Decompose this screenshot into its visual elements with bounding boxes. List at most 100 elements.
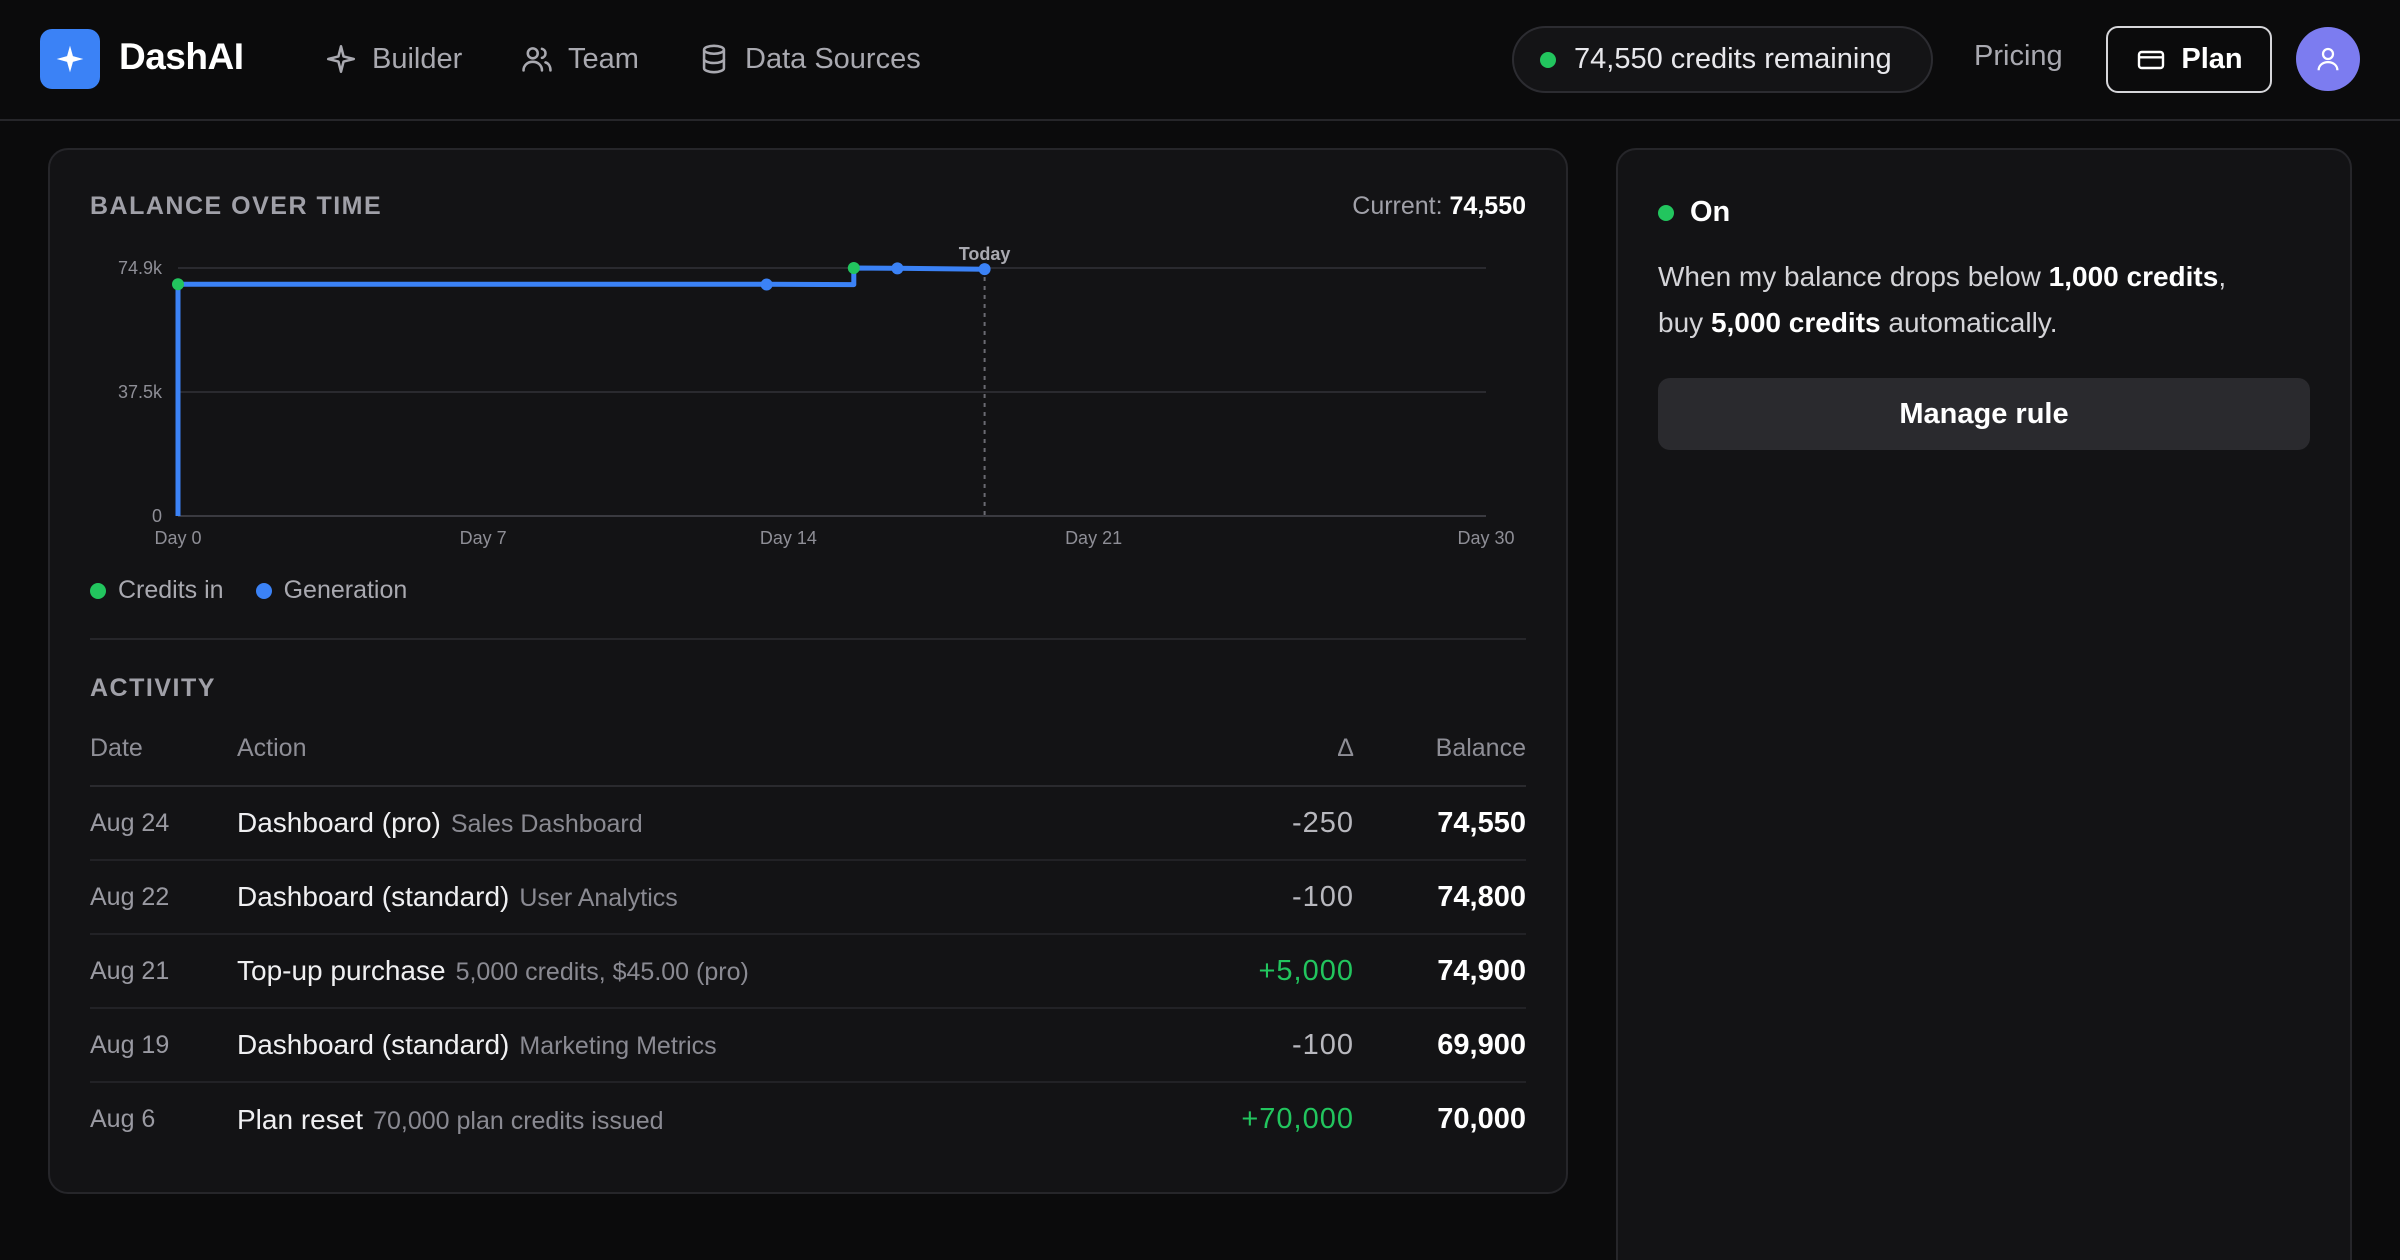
column-header-balance: Balance — [1354, 734, 1526, 787]
activity-table: Date Action Δ Balance Aug 24 Dashboard (p… — [90, 734, 1526, 1156]
current-balance: Current: 74,550 — [1352, 192, 1526, 221]
nav-builder[interactable]: Builder — [324, 36, 462, 82]
credit-card-icon — [2138, 50, 2165, 69]
activity-date: Aug 24 — [90, 786, 237, 861]
activity-row[interactable]: Aug 24 Dashboard (pro) Sales Dashboard -250… — [90, 786, 1526, 861]
rule-threshold: 1,000 credits — [2048, 261, 2219, 292]
activity-action: Plan reset — [237, 1103, 364, 1135]
nav-data-sources-label: Data Sources — [745, 42, 921, 75]
activity-action-cell: Top-up purchase 5,000 credits, $45.00 (pr… — [237, 934, 1153, 1009]
generation-marker — [760, 278, 773, 291]
x-tick-label: Day 21 — [1065, 528, 1122, 548]
today-label: Today — [959, 244, 1011, 264]
nav-team[interactable]: Team — [520, 36, 639, 82]
activity-balance: 74,800 — [1354, 860, 1526, 935]
activity-section-title: ACTIVITY — [90, 674, 216, 702]
pricing-link[interactable]: Pricing — [1974, 40, 2063, 72]
activity-table-header: Date Action Δ Balance — [90, 734, 1526, 787]
activity-balance: 74,900 — [1354, 934, 1526, 1009]
current-balance-label: Current: — [1352, 192, 1443, 220]
nav-data-sources[interactable]: Data Sources — [697, 36, 921, 82]
activity-row[interactable]: Aug 21 Top-up purchase 5,000 credits, $45.… — [90, 934, 1526, 1009]
rule-status-dot — [1658, 204, 1674, 221]
rule-text-part: buy — [1658, 307, 1711, 338]
legend-item-generation: Generation — [255, 576, 408, 605]
activity-delta: +5,000 — [1152, 934, 1354, 1009]
credits-in-marker — [847, 262, 860, 274]
column-header-action: Action — [237, 734, 1153, 787]
manage-rule-button[interactable]: Manage rule — [1658, 378, 2310, 450]
y-tick-label: 0 — [152, 506, 162, 526]
activity-balance: 69,900 — [1354, 1008, 1526, 1083]
chart-legend: Credits in Generation — [90, 576, 407, 605]
x-tick-label: Day 7 — [460, 528, 507, 548]
top-navigation-bar: DashAI Builder Team Data Sources 74,550 … — [0, 0, 2400, 121]
y-tick-label: 74.9k — [118, 258, 163, 278]
activity-delta: -250 — [1152, 786, 1354, 861]
balance-section-title: BALANCE OVER TIME — [90, 192, 383, 220]
section-divider — [90, 638, 1526, 640]
activity-action: Dashboard (standard) — [237, 1029, 510, 1060]
rule-text-part: , — [2218, 261, 2227, 292]
users-icon — [522, 47, 552, 72]
rule-text-part: When my balance drops below — [1658, 261, 2049, 292]
activity-detail: 70,000 plan credits issued — [373, 1106, 664, 1135]
user-icon — [2317, 47, 2339, 71]
activity-action-cell: Dashboard (standard) Marketing Metrics — [237, 1008, 1153, 1083]
generation-marker — [891, 262, 904, 275]
activity-action: Dashboard (standard) — [237, 881, 510, 912]
database-icon — [702, 44, 726, 74]
credits-remaining-text: 74,550 credits remaining — [1574, 43, 1892, 75]
nav-team-label: Team — [568, 42, 639, 75]
activity-detail: 5,000 credits, $45.00 (pro) — [455, 958, 749, 986]
activity-action-cell: Plan reset 70,000 plan credits issued — [237, 1082, 1153, 1156]
rule-amount: 5,000 credits — [1710, 307, 1881, 338]
activity-delta: -100 — [1152, 860, 1354, 935]
logo-icon[interactable] — [40, 29, 100, 89]
activity-detail: Marketing Metrics — [519, 1032, 717, 1060]
activity-action-cell: Dashboard (standard) User Analytics — [237, 860, 1153, 935]
x-tick-label: Day 0 — [154, 528, 201, 548]
nav-builder-label: Builder — [372, 42, 463, 75]
activity-balance: 70,000 — [1437, 1103, 1526, 1135]
legend-swatch-generation — [255, 582, 272, 599]
rule-text-part: automatically. — [1880, 307, 2058, 338]
rule-description: When my balance drops below 1,000 credit… — [1658, 254, 2318, 346]
status-dot — [1540, 51, 1556, 68]
x-tick-label: Day 30 — [1457, 528, 1514, 548]
activity-date: Aug 22 — [90, 860, 237, 935]
y-tick-label: 37.5k — [118, 382, 163, 402]
activity-action: Top-up purchase — [237, 955, 446, 986]
balance-card: BALANCE OVER TIME Current: 74,550 74.9k 3… — [48, 148, 1568, 1194]
brand-name[interactable]: DashAI — [119, 36, 244, 77]
legend-item-credits-in: Credits in — [90, 576, 224, 605]
sparkle-icon — [326, 44, 356, 74]
activity-date: Aug 21 — [90, 934, 237, 1009]
activity-row[interactable]: Aug 19 Dashboard (standard) Marketing Metr… — [90, 1008, 1526, 1083]
auto-topup-card: On When my balance drops below 1,000 cre… — [1616, 148, 2352, 1260]
user-avatar[interactable] — [2296, 27, 2360, 91]
activity-row[interactable]: Aug 6 Plan reset 70,000 plan credits issue… — [90, 1082, 1526, 1156]
rule-status: On — [1658, 196, 1730, 229]
activity-detail: Sales Dashboard — [450, 810, 643, 838]
plan-button[interactable]: Plan — [2106, 26, 2272, 93]
generation-marker — [978, 263, 991, 276]
credits-remaining-pill[interactable]: 74,550 credits remaining — [1512, 26, 1933, 93]
activity-detail: User Analytics — [519, 884, 678, 912]
legend-label-generation: Generation — [283, 576, 408, 604]
legend-swatch-credits-in — [90, 582, 106, 599]
activity-action-cell: Dashboard (pro) Sales Dashboard — [237, 786, 1153, 861]
activity-action: Dashboard (pro) — [237, 807, 441, 838]
rule-status-label: On — [1690, 196, 1731, 228]
activity-delta: +70,000 — [1241, 1103, 1354, 1135]
activity-date: Aug 6 — [90, 1105, 156, 1133]
x-tick-label: Day 14 — [760, 528, 817, 548]
column-header-delta: Δ — [1152, 734, 1354, 787]
credits-in-marker — [172, 278, 184, 291]
activity-balance: 74,550 — [1354, 786, 1526, 861]
activity-row[interactable]: Aug 22 Dashboard (standard) User Analytics… — [90, 860, 1526, 935]
legend-label-credits-in: Credits in — [118, 576, 224, 604]
activity-delta: -100 — [1152, 1008, 1354, 1083]
activity-date: Aug 19 — [90, 1008, 237, 1083]
